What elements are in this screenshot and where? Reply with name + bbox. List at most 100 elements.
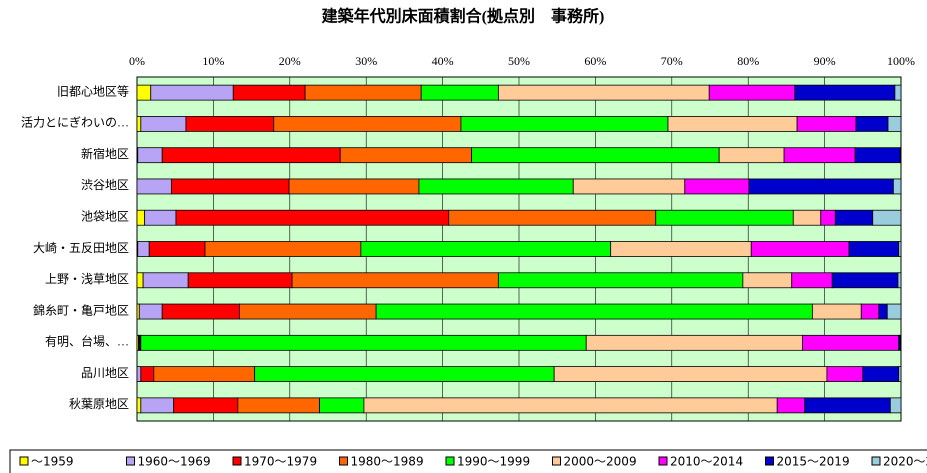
y-tick-label: 上野・浅草地区 [45,272,129,286]
bar-segment [742,272,793,289]
bar-segment [150,84,234,101]
bar-segment [204,241,362,257]
bar-segment [136,209,146,226]
bar-segment [783,147,856,164]
legend-label: 2000～2009 [564,455,637,469]
bar-segment [748,178,894,195]
bar-segment [791,272,833,289]
y-tick-label: 大崎・五反田地区 [33,241,129,255]
chart-title: 建築年代別床面積割合(拠点別 事務所) [322,7,605,26]
bar-segment [420,84,499,101]
bar-segment [585,334,803,351]
bar-segment [161,147,341,164]
bar-segment [304,84,422,101]
bar-segment [872,209,902,226]
bar-segment [136,366,142,382]
legend-label: 2020～2022 [883,455,927,469]
bar-segment [460,116,669,132]
bar-segment [572,178,686,195]
bar-segment [899,147,902,164]
bar-segment [140,397,175,414]
bar-segment [161,303,240,320]
x-tick-label: 60% [584,54,606,68]
bar-segment [185,116,275,132]
bar-segment [899,334,902,351]
legend-label: ～1959 [31,455,74,469]
legend-marker [871,456,881,466]
bar-segment [339,147,473,164]
bar-segment [708,84,796,101]
bar-segment [153,366,256,382]
bar-segment [232,84,306,101]
bar-segment [360,241,612,257]
bar-segment [794,84,896,101]
y-tick-label: 錦糸町・亀戸地区 [33,302,129,317]
bar-segment [273,116,462,132]
bar-segment [142,272,189,289]
x-tick-label: 80% [737,54,759,68]
x-tick-label: 90% [814,54,836,68]
legend-marker [552,456,561,466]
bar-segment [497,272,744,289]
bar-segment [375,303,813,320]
bar-segment [144,209,177,226]
legend-marker [445,456,455,466]
legend-marker [232,456,242,466]
bar-segment [136,272,144,289]
bar-segment [831,272,899,289]
bar-segment [448,209,657,226]
y-tick-label: 秋葉原地区 [69,397,129,411]
bar-segment [889,397,902,414]
legend-box [9,449,927,473]
y-tick-label: 旧都心地区等 [57,84,129,98]
x-tick-label: 0% [129,54,145,68]
bar-segment [898,241,902,257]
bar-segment [820,209,836,226]
legend-label: 1980～1989 [351,455,424,469]
bar-segment [776,397,806,414]
bar-segment [136,397,142,414]
bar-segment [792,209,822,226]
bar-segment [887,116,902,132]
bar-segment [855,116,889,132]
y-tick-label: 品川地区 [81,366,129,380]
x-tick-label: 20% [279,54,301,68]
legend-marker [19,456,29,466]
bar-segment [288,178,420,195]
bar-segment [175,209,450,226]
bar-segment [291,272,499,289]
x-tick-label: 100% [887,54,915,68]
bar-segment [137,147,163,164]
legend-marker [765,456,774,466]
bar-segment [137,241,150,257]
bar-segment [553,366,828,382]
bar-segment [750,241,850,257]
bar-segment [834,209,874,226]
bar-segment [811,303,862,320]
bar-segment [667,116,798,132]
bar-segment [898,366,902,382]
bar-segment [862,366,900,382]
bar-segment [418,178,574,195]
bar-segment [826,366,864,382]
bar-segment [854,147,901,164]
x-tick-label: 10% [202,54,224,68]
bar-segment [684,178,750,195]
bar-segment [140,334,587,351]
x-tick-label: 50% [508,54,530,68]
bar-segment [886,303,902,320]
bar-segment [497,84,710,101]
bar-segment [804,397,891,414]
bar-segment [136,116,142,132]
bar-segment [237,397,320,414]
bar-segment [655,209,794,226]
legend-label: 1970～1979 [244,455,317,469]
y-tick-label: 池袋地区 [81,209,129,223]
legend-marker [126,456,135,466]
bar-segment [848,241,900,257]
bar-segment [897,272,902,289]
bar-segment [363,397,778,414]
bar-segment [170,178,290,195]
